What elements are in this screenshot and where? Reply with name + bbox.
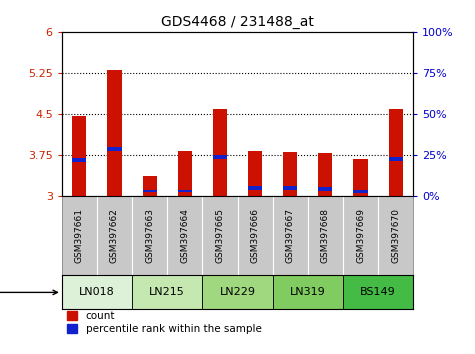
Text: GSM397668: GSM397668: [321, 208, 330, 263]
Bar: [353, 190, 368, 193]
Text: LN319: LN319: [290, 287, 326, 297]
Bar: [353, 159, 368, 196]
Bar: [318, 187, 332, 191]
Bar: [202, 275, 273, 309]
Text: LN018: LN018: [79, 287, 115, 297]
Text: GSM397662: GSM397662: [110, 208, 119, 263]
Bar: [283, 186, 297, 189]
Text: cell line: cell line: [0, 287, 57, 297]
Bar: [389, 109, 403, 196]
Bar: [248, 151, 262, 196]
Text: GSM397669: GSM397669: [356, 208, 365, 263]
Text: GSM397661: GSM397661: [75, 208, 84, 263]
Bar: [178, 151, 192, 196]
Bar: [142, 189, 157, 192]
Bar: [213, 155, 227, 159]
Text: LN215: LN215: [149, 287, 185, 297]
Legend: count, percentile rank within the sample: count, percentile rank within the sample: [67, 311, 262, 334]
Text: BS149: BS149: [360, 287, 396, 297]
Bar: [107, 147, 122, 151]
Bar: [107, 70, 122, 196]
Bar: [389, 157, 403, 160]
Text: GSM397665: GSM397665: [216, 208, 224, 263]
Bar: [248, 186, 262, 189]
Bar: [132, 275, 202, 309]
Bar: [72, 158, 86, 162]
Bar: [343, 275, 413, 309]
Title: GDS4468 / 231488_at: GDS4468 / 231488_at: [161, 16, 314, 29]
Bar: [62, 275, 132, 309]
Bar: [72, 116, 86, 196]
Bar: [283, 152, 297, 196]
Text: GSM397667: GSM397667: [286, 208, 294, 263]
Text: GSM397663: GSM397663: [145, 208, 154, 263]
Bar: [213, 109, 227, 196]
Text: GSM397670: GSM397670: [391, 208, 400, 263]
Bar: [318, 153, 332, 196]
Text: GSM397666: GSM397666: [251, 208, 259, 263]
Text: GSM397664: GSM397664: [180, 208, 189, 263]
Text: LN229: LN229: [219, 287, 256, 297]
Bar: [178, 189, 192, 192]
Bar: [142, 176, 157, 196]
Bar: [273, 275, 343, 309]
